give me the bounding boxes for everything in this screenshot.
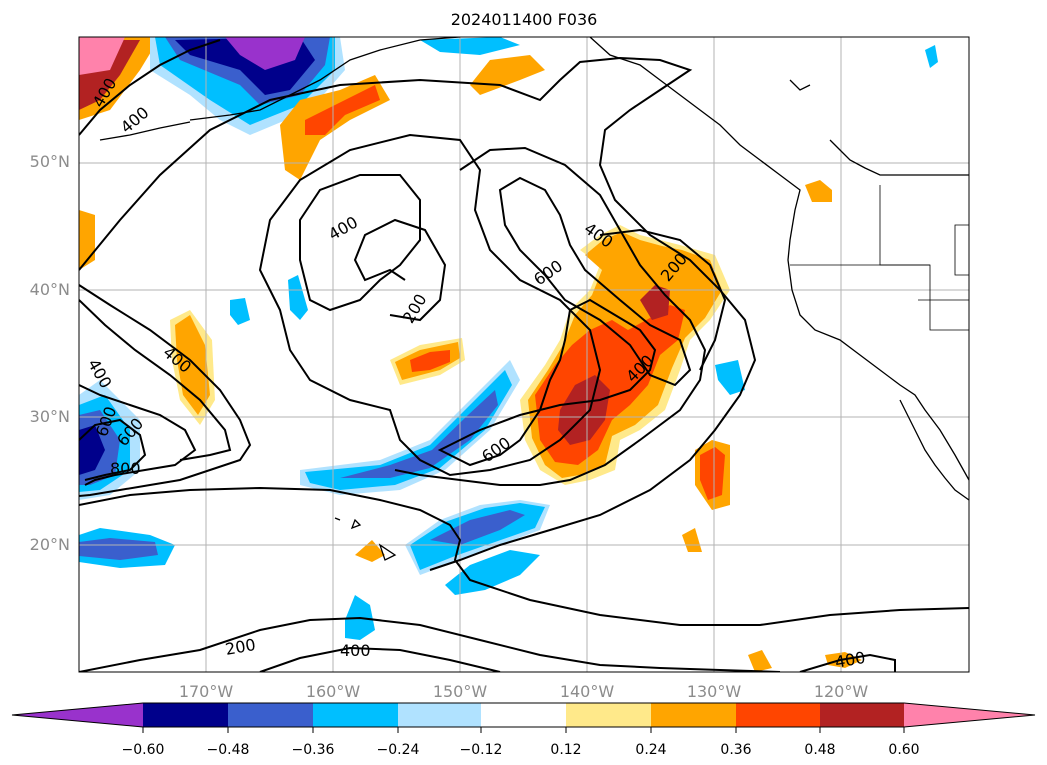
field-n-purple <box>225 37 305 70</box>
field-e-orange4 <box>748 650 772 672</box>
lat-label: 30°N <box>29 407 70 426</box>
field-e-orange2 <box>805 180 832 202</box>
field-ss-cyan <box>445 550 540 595</box>
colorbar-tick-label: 0.60 <box>888 742 920 758</box>
colorbar-tick-label: −0.60 <box>121 742 165 758</box>
contour-w-800 <box>79 418 147 481</box>
map-frame <box>78 36 970 673</box>
contour-ne-200 <box>599 228 727 371</box>
lon-label: 160°W <box>305 682 361 701</box>
contour-w-200a <box>79 284 252 497</box>
contour-400-big-oval <box>258 133 602 477</box>
coastlines <box>99 37 969 561</box>
colorbar-swatch <box>143 703 228 727</box>
field-e-orange3 <box>682 528 702 552</box>
contour-sw-200 <box>79 486 969 626</box>
contour-outer-ring <box>79 56 757 571</box>
field-w-navy <box>79 425 105 475</box>
field-big-firebrick2 <box>640 285 670 320</box>
field-c-red <box>410 350 450 372</box>
contour-s-200 <box>79 616 781 672</box>
colorbar-tick-label: −0.24 <box>376 742 420 758</box>
colorbar-swatch <box>651 703 736 727</box>
field-big-firebrick <box>558 375 610 445</box>
colorbar-swatch <box>313 703 398 727</box>
colorbar-tick-label: −0.12 <box>459 742 503 758</box>
contour-label: 800 <box>110 459 141 478</box>
colorbar-swatch <box>566 703 651 727</box>
lon-label: 120°W <box>813 682 869 701</box>
contour-200-c <box>353 218 447 322</box>
colorbar-extend-high <box>904 703 1035 727</box>
colorbar-tick-label: −0.48 <box>206 742 250 758</box>
colorbar-swatch <box>820 703 904 727</box>
colorbar-extend-low <box>12 703 143 727</box>
lon-label: 140°W <box>559 682 615 701</box>
colorbar-swatch <box>736 703 820 727</box>
field-nw-pink <box>79 37 125 75</box>
lat-label: 50°N <box>29 152 70 171</box>
field-ne-cyan <box>420 37 520 55</box>
field-e-cyan <box>715 360 745 395</box>
colorbar-swatch <box>228 703 313 727</box>
contour-w-400 <box>79 39 221 136</box>
lon-label: 170°W <box>178 682 234 701</box>
colorbar-tick-label: 0.24 <box>635 742 667 758</box>
field-c-cyan-small <box>288 275 308 320</box>
colorbar-swatch <box>398 703 481 727</box>
map-title: 2024011400 F036 <box>450 10 598 29</box>
colorbar-tick-label: −0.36 <box>291 742 335 758</box>
contour-se-400 <box>799 653 896 672</box>
contour-600-lower <box>437 298 657 467</box>
contour-400-ring <box>299 174 421 312</box>
field-sw-orange <box>355 540 385 562</box>
colorbar-tick-label: 0.36 <box>720 742 752 758</box>
contour-s-400 <box>259 646 501 672</box>
colorbar-tick-label: 0.12 <box>550 742 582 758</box>
contour-600-eye <box>498 176 692 387</box>
field-e-red <box>700 447 725 500</box>
colorbar-tick-label: 0.48 <box>804 742 836 758</box>
contours <box>79 39 969 672</box>
field-ne-cyan-small <box>925 45 938 68</box>
field-sw-blue <box>79 538 158 560</box>
field-w-cyan-small <box>230 298 250 325</box>
contour-w-200b <box>79 299 232 461</box>
lat-label: 20°N <box>29 535 70 554</box>
contour-label: 400 <box>340 641 371 660</box>
lon-label: 130°W <box>686 682 742 701</box>
field-w-orange-core <box>175 315 210 415</box>
lon-label: 150°W <box>432 682 488 701</box>
field-n-redorange <box>305 85 380 135</box>
lat-label: 40°N <box>29 280 70 299</box>
field-s-blue <box>430 510 525 545</box>
colorbar-swatch <box>481 703 566 727</box>
colorbar <box>11 702 1036 733</box>
contour-w-600 <box>79 384 197 486</box>
